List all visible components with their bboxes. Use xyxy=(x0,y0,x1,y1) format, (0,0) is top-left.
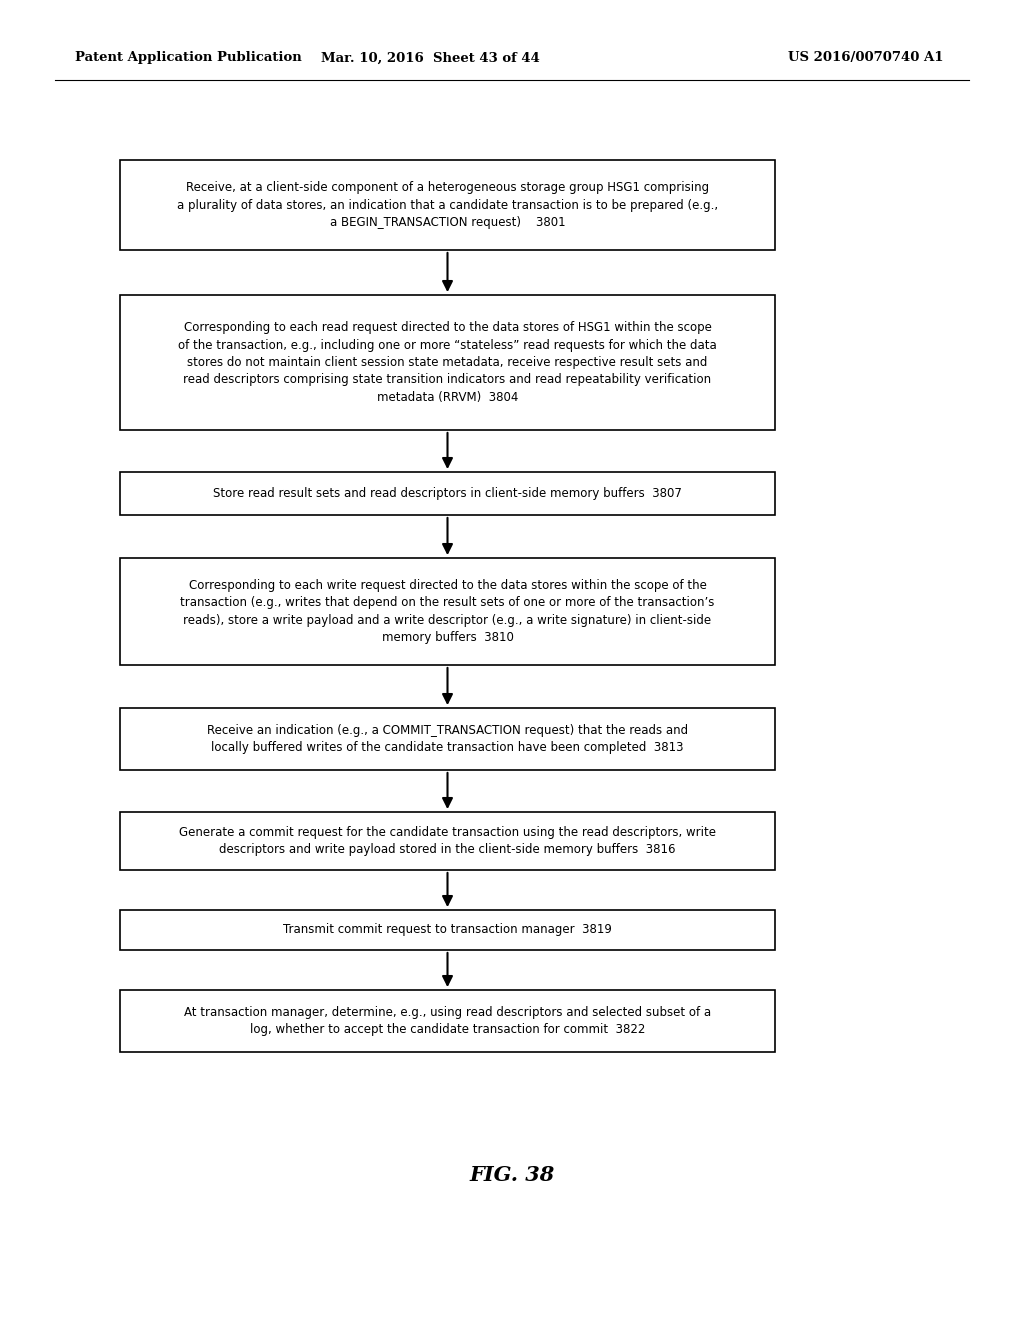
Text: Receive an indication (e.g., a COMMIT_TRANSACTION request) that the reads and
lo: Receive an indication (e.g., a COMMIT_TR… xyxy=(207,723,688,754)
Bar xyxy=(120,909,775,950)
Text: Patent Application Publication: Patent Application Publication xyxy=(75,51,302,65)
Bar xyxy=(120,812,775,870)
Text: FIG. 38: FIG. 38 xyxy=(469,1166,555,1185)
Bar xyxy=(120,708,775,770)
Text: Store read result sets and read descriptors in client-side memory buffers  3807: Store read result sets and read descript… xyxy=(213,487,682,500)
Text: Corresponding to each write request directed to the data stores within the scope: Corresponding to each write request dire… xyxy=(180,578,715,644)
Text: Receive, at a client-side component of a heterogeneous storage group HSG1 compri: Receive, at a client-side component of a… xyxy=(177,181,718,228)
Text: Corresponding to each read request directed to the data stores of HSG1 within th: Corresponding to each read request direc… xyxy=(178,321,717,404)
Text: US 2016/0070740 A1: US 2016/0070740 A1 xyxy=(788,51,944,65)
Text: Transmit commit request to transaction manager  3819: Transmit commit request to transaction m… xyxy=(283,924,612,936)
Text: Mar. 10, 2016  Sheet 43 of 44: Mar. 10, 2016 Sheet 43 of 44 xyxy=(321,51,540,65)
Text: At transaction manager, determine, e.g., using read descriptors and selected sub: At transaction manager, determine, e.g.,… xyxy=(184,1006,711,1036)
Bar xyxy=(120,294,775,430)
Bar xyxy=(120,160,775,249)
Bar xyxy=(120,473,775,515)
Text: Generate a commit request for the candidate transaction using the read descripto: Generate a commit request for the candid… xyxy=(179,826,716,857)
Bar xyxy=(120,990,775,1052)
Bar xyxy=(120,558,775,665)
